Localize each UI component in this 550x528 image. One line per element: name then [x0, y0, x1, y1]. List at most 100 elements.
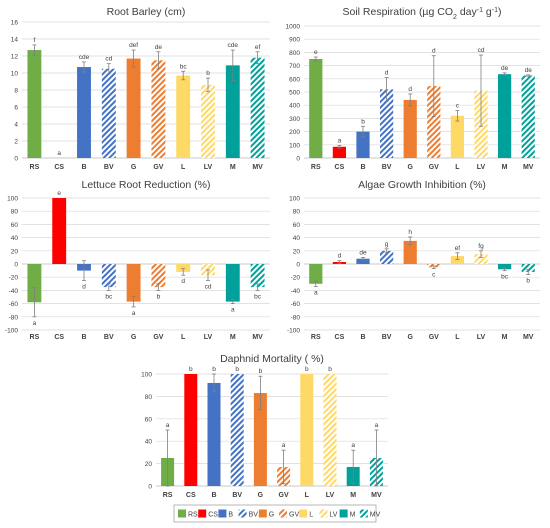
legend-label-L: L [309, 512, 313, 519]
legend-swatch-MV [359, 509, 368, 518]
y-tick-label: 40 [293, 235, 301, 242]
bar-GV [151, 264, 166, 288]
bar-B [207, 382, 221, 486]
y-tick-label: 600 [289, 76, 300, 83]
x-tick-label: CS [54, 334, 64, 341]
y-tick-label: -20 [291, 275, 301, 282]
significance-letter: a [375, 422, 379, 429]
significance-letter: de [359, 249, 367, 256]
bar-G [403, 99, 417, 158]
y-tick-label: 80 [11, 209, 19, 216]
y-tick-label: 20 [11, 248, 19, 255]
y-tick-label: 700 [289, 63, 300, 70]
y-tick-label: 0 [14, 262, 18, 269]
y-tick-label: -100 [5, 328, 18, 335]
bar-RS [27, 50, 42, 158]
x-tick-label: LV [477, 164, 486, 171]
y-tick-label: 16 [11, 20, 19, 27]
bar-L [300, 374, 314, 486]
significance-letter: cd [205, 284, 212, 291]
x-tick-label: LV [326, 492, 335, 499]
y-tick-label: 500 [289, 90, 300, 97]
bar-G [403, 240, 417, 264]
bar-B [356, 131, 370, 158]
x-tick-label: BV [232, 492, 242, 499]
significance-letter: de [501, 65, 509, 72]
x-tick-label: GV [153, 164, 163, 171]
bar-BV [379, 250, 394, 264]
significance-letter: a [314, 289, 318, 296]
significance-letter: ef [455, 245, 461, 252]
significance-letter: b [328, 366, 332, 373]
significance-letter: g [385, 241, 389, 248]
y-tick-label: 2 [14, 139, 18, 146]
bar-LV [474, 254, 488, 264]
chart-panel-5: Daphnid Mortality ( %) 0 20 40 60 80 100 a RS b CS… [141, 353, 388, 499]
legend-swatch-G [258, 509, 267, 518]
chart-panel-4: Algae Growth Inhibition (%) -100 -80 -60 -40… [287, 179, 540, 341]
x-tick-label: RS [30, 334, 40, 341]
bar-BV [230, 374, 244, 486]
y-tick-label: 100 [141, 372, 152, 379]
x-tick-label: MV [252, 164, 263, 171]
bar-M [225, 65, 240, 158]
significance-letter: c [432, 272, 436, 279]
x-tick-label: RS [30, 164, 40, 171]
chart-panel-1: Root Barley (cm) 0 2 4 6 8 10 12 14 16 f RS a CS cde Bc… [11, 6, 270, 171]
bar-BV [101, 68, 116, 158]
y-tick-label: 14 [11, 37, 19, 44]
x-tick-label: G [131, 164, 137, 171]
legend-swatch-B [218, 509, 227, 518]
significance-letter: d [432, 48, 436, 55]
significance-letter: bc [254, 293, 262, 300]
bar-G [126, 58, 141, 158]
x-tick-label: G [407, 334, 413, 341]
legend-swatch-RS [178, 509, 186, 518]
legend-label-RS: RS [188, 512, 198, 519]
legend-label-M: M [350, 512, 356, 519]
x-tick-label: LV [204, 164, 213, 171]
significance-letter: fg [478, 243, 484, 250]
y-tick-label: -40 [291, 288, 301, 295]
chart-panel-3: Lettuce Root Reduction (%) -100 -80 -60 -40 -… [5, 179, 270, 341]
y-tick-label: -20 [9, 275, 19, 282]
significance-letter: bc [501, 274, 509, 281]
x-tick-label: B [360, 334, 365, 341]
y-tick-label: -80 [291, 314, 301, 321]
significance-letter: h [408, 229, 412, 236]
y-tick-label: 900 [289, 37, 300, 44]
x-tick-label: G [407, 164, 413, 171]
x-tick-label: MV [371, 492, 382, 499]
significance-letter: a [231, 307, 235, 314]
y-tick-label: 12 [11, 54, 19, 61]
significance-letter: a [166, 422, 170, 429]
x-tick-label: B [81, 334, 86, 341]
bar-CS [184, 374, 198, 486]
significance-letter: de [525, 67, 533, 74]
bar-MV [521, 264, 535, 272]
legend-swatch-L [299, 509, 308, 518]
x-tick-label: LV [204, 334, 213, 341]
legend-swatch-CS [198, 509, 207, 518]
x-tick-label: BV [104, 164, 114, 171]
x-tick-label: RS [163, 492, 173, 499]
y-tick-label: 200 [289, 129, 300, 136]
legend-box [173, 504, 377, 523]
x-tick-label: L [305, 492, 310, 499]
x-tick-label: B [211, 492, 216, 499]
bar-L [450, 115, 465, 158]
bar-L [176, 264, 191, 272]
x-tick-label: M [230, 334, 236, 341]
significance-letter: e [314, 49, 318, 56]
y-tick-label: -80 [9, 314, 19, 321]
x-tick-label: RS [311, 334, 321, 341]
bar-LV [201, 84, 215, 158]
legend-swatch-BV [238, 509, 247, 518]
significance-letter: a [351, 442, 355, 449]
legend-swatch-GV [279, 509, 287, 518]
y-tick-label: 100 [7, 196, 18, 203]
legend-label-MV: MV [370, 512, 381, 519]
significance-letter: d [408, 86, 412, 93]
legend: RS CS B BV G GV L LV M MV [173, 504, 381, 523]
